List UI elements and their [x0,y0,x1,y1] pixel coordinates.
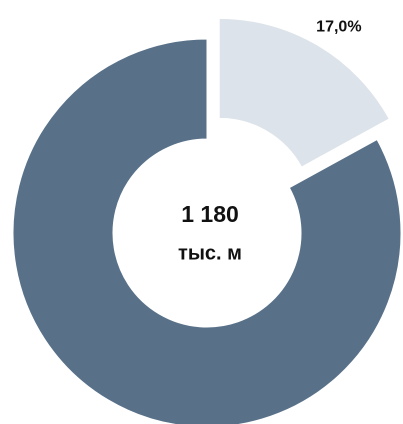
pie-segment [12,38,402,424]
data-label: 17,0% [316,18,361,35]
center-unit: тыс. м [178,242,242,264]
center-value: 1 180 [181,201,239,227]
pie-segment [218,17,390,168]
